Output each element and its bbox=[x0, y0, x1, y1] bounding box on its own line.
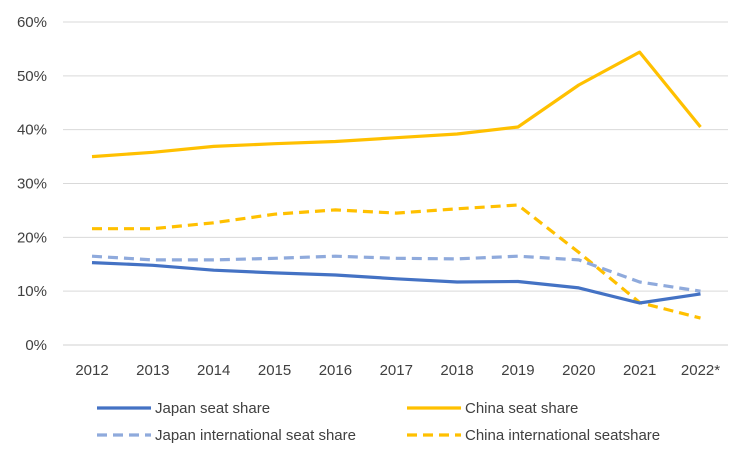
series-line-japan-international-seat-share bbox=[91, 254, 701, 293]
x-tick-label: 2020 bbox=[562, 362, 595, 379]
x-tick-label: 2022* bbox=[681, 362, 720, 379]
y-tick-label: 10% bbox=[17, 283, 47, 300]
x-tick-label: 2012 bbox=[75, 362, 108, 379]
legend: Japan seat share China seat share Japan in… bbox=[97, 400, 660, 444]
series-line-japan-seat-share bbox=[91, 261, 701, 305]
x-tick-label: 2014 bbox=[197, 362, 230, 379]
legend-label: Japan seat share bbox=[155, 400, 270, 417]
x-tick-label: 2017 bbox=[380, 362, 413, 379]
y-tick-label: 40% bbox=[17, 122, 47, 139]
legend-label: China international seatshare bbox=[465, 427, 660, 444]
x-tick-label: 2016 bbox=[319, 362, 352, 379]
x-tick-label: 2018 bbox=[440, 362, 473, 379]
series-line-china-seat-share bbox=[91, 50, 702, 159]
y-tick-label: 60% bbox=[17, 14, 47, 31]
x-tick-label: 2013 bbox=[136, 362, 169, 379]
y-tick-label: 30% bbox=[17, 176, 47, 193]
legend-label: China seat share bbox=[465, 400, 578, 417]
series-line-china-international-seatshare bbox=[92, 203, 701, 320]
x-tick-label: 2019 bbox=[501, 362, 534, 379]
y-tick-label: 20% bbox=[17, 229, 47, 246]
legend-label: Japan international seat share bbox=[155, 427, 356, 444]
x-axis-tick-labels: 2012 2013 2014 2015 2016 2017 2018 2019 2020 2021… bbox=[75, 362, 720, 379]
y-tick-label: 0% bbox=[25, 337, 47, 354]
x-tick-label: 2015 bbox=[258, 362, 291, 379]
y-tick-label: 50% bbox=[17, 68, 47, 85]
y-axis-tick-labels: 0% 10% 20% 30% 40% 50% 60% bbox=[17, 14, 47, 354]
gridlines bbox=[63, 21, 728, 346]
x-tick-label: 2021 bbox=[623, 362, 656, 379]
series-lines bbox=[91, 50, 702, 320]
